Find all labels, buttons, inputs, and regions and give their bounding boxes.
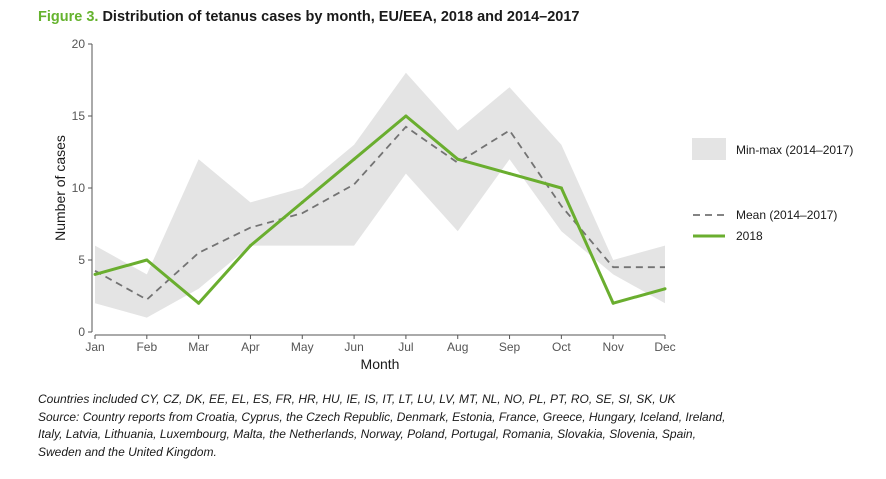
point-2018-dec (663, 287, 667, 291)
y-tick-label: 5 (78, 253, 85, 267)
point-2018-mar (197, 301, 201, 305)
x-tick-label: Aug (447, 340, 468, 354)
point-2018-aug (456, 157, 460, 161)
point-2018-oct (559, 186, 563, 190)
y-tick-label: 20 (72, 37, 86, 51)
x-tick-label: Sep (499, 340, 521, 354)
y-tick-label: 10 (72, 181, 86, 195)
x-tick-label: Dec (654, 340, 675, 354)
x-tick-label: Jan (85, 340, 104, 354)
source-line-1: Source: Country reports from Croatia, Cy… (38, 409, 726, 424)
legend: Min-max (2014–2017) Mean (2014–2017) 201… (692, 138, 853, 243)
legend-minmax-swatch (692, 138, 726, 160)
y-axis-label: Number of cases (52, 135, 68, 241)
point-2018-jan (93, 272, 97, 276)
source-line-3: Sweden and the United Kingdom. (38, 444, 217, 459)
figure-title: Distribution of tetanus cases by month, … (102, 9, 580, 25)
legend-mean-label: Mean (2014–2017) (736, 208, 837, 222)
point-2018-may (300, 200, 304, 204)
countries-note: Countries included CY, CZ, DK, EE, EL, E… (38, 392, 676, 406)
x-tick-label: Feb (136, 340, 157, 354)
point-2018-feb (145, 258, 149, 262)
x-tick-label: Jun (344, 340, 363, 354)
ticks: 0 5 10 15 20 Jan Feb Mar Apr May Jun Jul Aug Sep Oct No… (72, 37, 676, 354)
x-tick-label: Oct (552, 340, 571, 354)
point-2018-nov (611, 301, 615, 305)
chart-notes: Countries included CY, CZ, DK, EE, EL, E… (38, 391, 868, 461)
plot-area (93, 72, 667, 318)
y-tick-label: 15 (72, 109, 86, 123)
chart-title: Figure 3. Distribution of tetanus cases b… (38, 9, 580, 25)
x-tick-label: May (291, 340, 314, 354)
x-axis-label: Month (361, 356, 400, 372)
x-tick-label: Mar (188, 340, 209, 354)
point-2018-sep (508, 172, 512, 176)
legend-minmax-label: Min-max (2014–2017) (736, 143, 853, 157)
x-tick-label: Apr (241, 340, 260, 354)
point-2018-jun (352, 157, 356, 161)
point-2018-apr (248, 244, 252, 248)
mean-line (94, 125, 665, 301)
x-tick-label: Nov (603, 340, 624, 354)
line-2018 (94, 114, 666, 305)
minmax-band (95, 72, 665, 318)
y-tick-label: 0 (78, 325, 85, 339)
legend-2018-label: 2018 (736, 229, 763, 243)
figure-label: Figure 3. (38, 9, 99, 25)
x-tick-label: Jul (398, 340, 413, 354)
point-2018-jul (404, 114, 408, 118)
tetanus-chart: 0 5 10 15 20 Jan Feb Mar Apr May Jun Jul Aug Sep Oct No… (52, 37, 853, 372)
source-line-2: Italy, Latvia, Lithuania, Luxembourg, Ma… (38, 427, 696, 441)
